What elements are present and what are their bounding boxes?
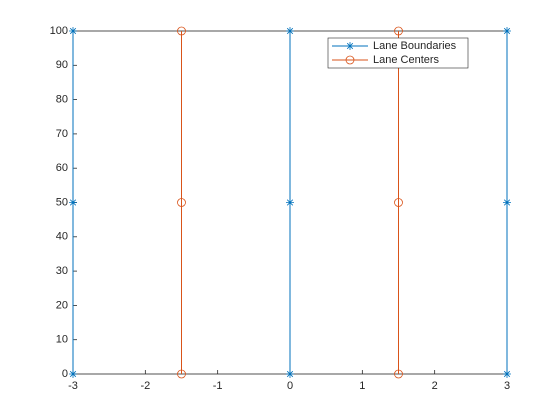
x-tick-label: -1 — [213, 380, 223, 392]
x-tick-label: -2 — [140, 380, 150, 392]
y-tick-label: 40 — [56, 231, 68, 243]
x-tick-label: -3 — [68, 380, 78, 392]
series-line — [181, 31, 399, 374]
x-tick-label: 3 — [504, 380, 510, 392]
marker — [345, 55, 355, 65]
x-tick-label: 2 — [432, 380, 438, 392]
y-tick-label: 70 — [56, 128, 68, 140]
marker — [69, 198, 77, 207]
y-tick-label: 80 — [56, 94, 68, 106]
marker — [503, 27, 511, 35]
y-tick-label: 20 — [56, 299, 68, 311]
marker — [394, 198, 403, 207]
marker — [286, 198, 294, 207]
y-tick-label: 90 — [56, 59, 68, 71]
marker — [394, 369, 403, 379]
marker — [503, 198, 511, 207]
legend-label: Lane Centers — [373, 54, 440, 66]
legend-label: Lane Boundaries — [373, 40, 457, 52]
legend: Lane Boundaries Lane Centers — [327, 37, 469, 69]
legend-box — [327, 37, 469, 69]
marker — [394, 26, 403, 36]
y-tick-label: 50 — [56, 196, 68, 208]
marker — [177, 369, 186, 379]
marker — [286, 370, 294, 378]
y-tick-label: 30 — [56, 265, 68, 277]
marker — [177, 26, 186, 36]
x-tick-label: 1 — [359, 380, 365, 392]
x-tick-label: 0 — [287, 380, 293, 392]
marker — [503, 370, 511, 378]
marker — [177, 198, 186, 207]
marker — [346, 42, 354, 50]
y-tick-label: 100 — [50, 25, 68, 37]
marker — [69, 370, 77, 378]
marker — [69, 27, 77, 35]
y-tick-label: 10 — [56, 334, 68, 346]
marker — [286, 27, 294, 35]
y-tick-label: 60 — [56, 162, 68, 174]
y-tick-label: 0 — [62, 368, 68, 380]
